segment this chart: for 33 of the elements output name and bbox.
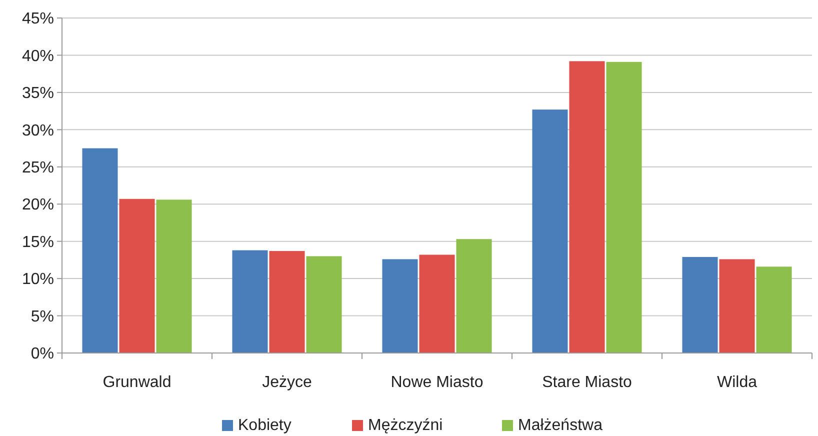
y-tick-label: 0% [30,346,54,363]
y-tick-label: 5% [30,308,54,326]
bar [682,256,718,353]
x-tick-label: Wilda [716,374,758,391]
bar [382,259,418,353]
x-tick-label: Grunwald [102,374,172,391]
bar [756,266,792,353]
y-tick-label: 20% [22,196,54,214]
y-tick-label: 10% [22,271,54,288]
bar [269,251,305,353]
y-tick-label: 25% [22,159,54,176]
y-tick-label: 30% [22,122,54,140]
bar [569,61,605,353]
bar [719,259,755,353]
y-tick-label: 40% [22,48,54,65]
y-tick-label: 15% [22,234,54,251]
bar [156,200,192,353]
bar [232,250,268,353]
x-tick-label: Jeżyce [262,374,312,391]
bar [419,254,455,353]
bar [532,110,568,353]
bar [606,62,642,353]
x-tick-label: Nowe Miasto [390,374,484,391]
legend-label: Małżeństwa [518,417,603,434]
y-tick-label: 35% [22,85,54,102]
bar [456,239,492,353]
bar [306,256,342,353]
bar [82,148,118,353]
y-tick-label: 45% [22,10,54,28]
legend-label: Kobiety [238,417,292,434]
x-tick-label: Stare Miasto [542,374,632,391]
legend-label: Mężczyźni [368,417,443,434]
bar [119,198,155,353]
